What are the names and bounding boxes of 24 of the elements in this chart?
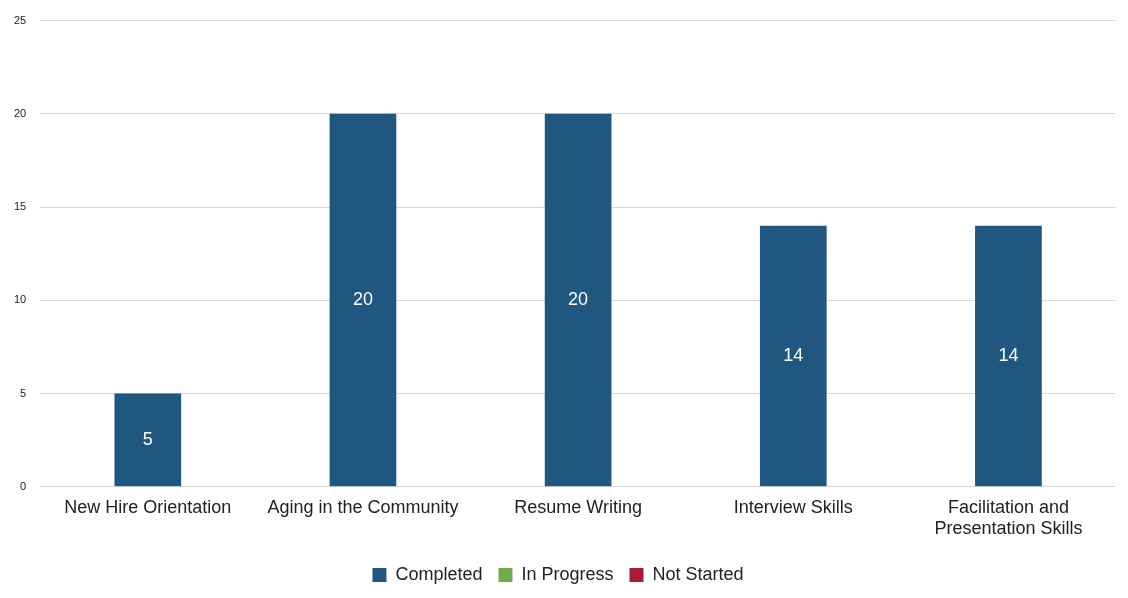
data-label: 20 (568, 289, 589, 310)
legend-label: In Progress (521, 563, 614, 584)
y-tick-label: 15 (13, 200, 27, 213)
y-tick-label: 10 (13, 293, 27, 306)
legend-label: Completed (395, 563, 483, 584)
data-label: 20 (352, 289, 373, 310)
data-label: 5 (142, 428, 153, 449)
y-tick-label: 20 (13, 106, 27, 119)
data-label: 14 (783, 344, 804, 365)
bar (329, 113, 397, 487)
x-tick-label: Aging in the Community (267, 496, 459, 517)
bar (759, 225, 827, 487)
x-tick-label: New Hire Orientation (64, 496, 232, 517)
x-tick-label: Facilitation and Presentation Skills (934, 496, 1083, 539)
bar (114, 393, 182, 487)
x-tick-label: Resume Writing (514, 496, 642, 517)
y-tick-label: 25 (13, 13, 27, 26)
data-label: 14 (998, 344, 1019, 365)
x-tick-label: Interview Skills (733, 496, 853, 517)
legend-label: Not Started (652, 563, 744, 584)
y-tick-label: 5 (20, 386, 27, 399)
y-tick-label: 0 (20, 479, 27, 492)
bar (544, 113, 612, 487)
bar (975, 225, 1042, 487)
